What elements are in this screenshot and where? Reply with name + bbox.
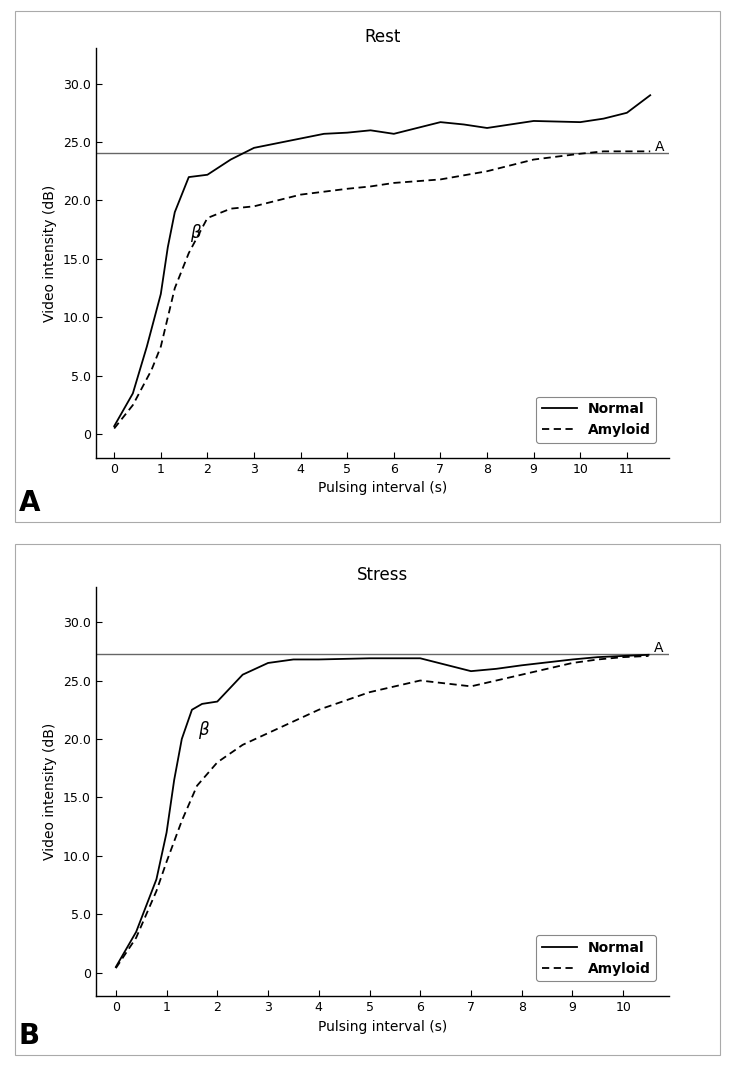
Y-axis label: Video intensity (dB): Video intensity (dB) [43, 184, 57, 322]
Y-axis label: Video intensity (dB): Video intensity (dB) [43, 723, 57, 861]
Text: β: β [198, 721, 209, 739]
Title: Stress: Stress [356, 567, 408, 584]
Legend: Normal, Amyloid: Normal, Amyloid [537, 935, 656, 981]
Text: A: A [18, 489, 40, 517]
Text: A: A [655, 140, 664, 154]
Text: B: B [18, 1022, 40, 1050]
Title: Rest: Rest [364, 28, 401, 45]
Legend: Normal, Amyloid: Normal, Amyloid [537, 396, 656, 443]
X-axis label: Pulsing interval (s): Pulsing interval (s) [318, 1020, 447, 1034]
X-axis label: Pulsing interval (s): Pulsing interval (s) [318, 481, 447, 495]
Text: β: β [190, 224, 201, 242]
Text: A: A [653, 641, 663, 655]
